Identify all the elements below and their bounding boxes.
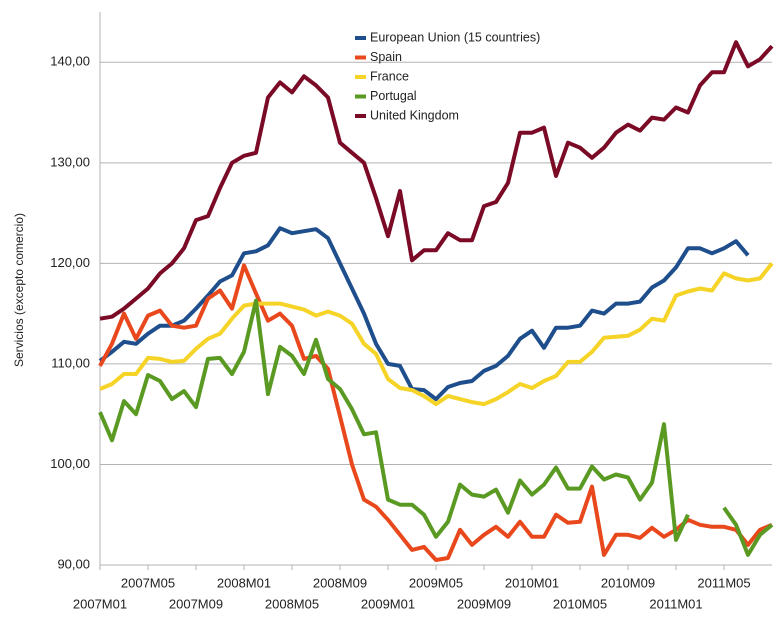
y-tick-label: 100,00	[50, 456, 90, 471]
x-tick-label: 2010M09	[601, 575, 655, 590]
legend-label: European Union (15 countries)	[370, 30, 540, 44]
series-line	[99, 40, 774, 321]
x-tick-label: 2007M09	[169, 596, 223, 611]
series-line	[99, 262, 774, 407]
y-axis-label: Servicios (excepto comercio)	[12, 213, 26, 367]
x-tick-label: 2009M01	[361, 596, 415, 611]
x-tick-label: 2008M09	[313, 575, 367, 590]
x-tick-label: 2008M05	[265, 596, 319, 611]
y-tick-label: 110,00	[51, 355, 90, 370]
x-tick-label: 2010M01	[505, 575, 559, 590]
series-line	[98, 226, 750, 402]
x-tick-label: 2009M05	[409, 575, 463, 590]
legend-label: France	[370, 69, 409, 83]
y-tick-label: 120,00	[50, 255, 90, 270]
y-tick-label: 90,00	[57, 556, 90, 571]
series-line	[98, 263, 773, 562]
series-line	[98, 298, 774, 557]
x-tick-label: 2008M01	[217, 575, 271, 590]
x-tick-label: 2007M05	[121, 575, 175, 590]
legend-label: Spain	[370, 50, 402, 64]
y-tick-label: 140,00	[50, 54, 90, 69]
legend-label: United Kingdom	[370, 108, 459, 122]
legend-label: Portugal	[370, 89, 417, 103]
x-tick-label: 2011M01	[649, 596, 702, 611]
x-tick-label: 2007M01	[73, 596, 127, 611]
x-tick-label: 2010M05	[553, 596, 607, 611]
x-tick-label: 2009M09	[457, 596, 511, 611]
x-tick-label: 2011M05	[697, 575, 750, 590]
y-tick-label: 130,00	[50, 154, 90, 169]
